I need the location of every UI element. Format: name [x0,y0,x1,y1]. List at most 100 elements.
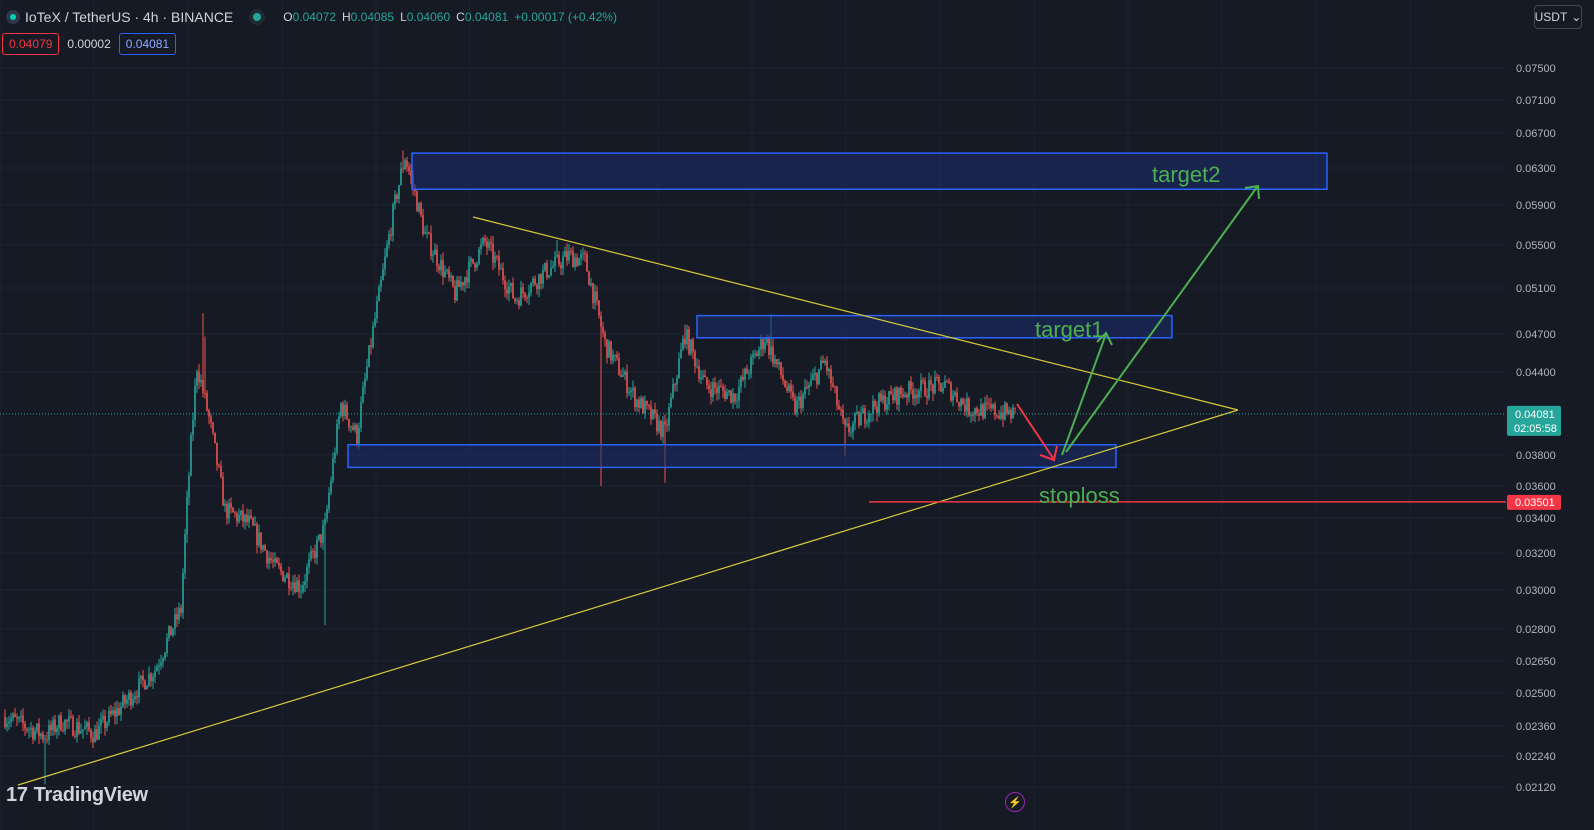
candle-body [250,515,252,519]
candle-body [462,282,464,286]
candle-body [964,404,966,412]
candle-body [550,267,552,276]
candle-body [866,422,868,424]
candle-body [902,394,904,397]
target1-arrow-head [1096,331,1113,346]
candle-body [224,503,226,506]
candle-body [780,362,782,376]
candle-body [192,419,194,436]
candle-body [558,254,560,265]
candle-body [42,733,44,740]
candle-body [176,614,178,620]
candle-body [900,387,902,395]
candle-body [690,339,692,354]
candle-body [642,398,644,414]
candle-body [20,715,22,717]
candle-body [792,391,794,398]
candle-body [564,251,566,257]
candle-body [500,268,502,270]
candle-body [778,362,780,365]
candle-body [296,580,298,593]
candle-body [948,381,950,383]
candle-body [672,384,674,398]
candle-body [526,297,528,299]
market-status-dot-icon[interactable] [253,13,262,21]
candle-body [232,507,234,513]
candle-body [846,423,848,426]
candle-body [926,396,928,398]
sell-price-button[interactable]: 0.04079 [2,33,60,55]
candle-body [802,393,804,408]
candle-body [798,396,800,401]
candle-body [86,722,88,727]
candle-body [674,384,676,386]
candle-body [142,675,144,681]
candle-body [766,338,768,343]
candle-body [416,191,418,212]
candle-body [350,426,352,428]
candle-body [154,671,156,677]
candle-body [198,371,200,383]
candle-body [102,715,104,720]
candle-body [304,581,306,585]
candle-body [246,514,248,523]
candle-body [310,551,312,560]
candle-body [974,408,976,415]
candle-body [222,477,224,506]
candle-body [788,384,790,391]
candle-body [562,256,564,269]
lightning-icon[interactable]: ⚡ [1005,792,1025,812]
candle-body [774,359,776,364]
candle-body [598,300,600,316]
candle-body [762,339,764,350]
candle-body [36,723,38,731]
symbol-title[interactable]: IoTeX / TetherUS · 4h · BINANCE [25,9,234,25]
tradingview-logo[interactable]: 17 TradingView [6,784,148,807]
candle-body [832,383,834,387]
candle-body [740,376,742,387]
candle-body [144,680,146,690]
candle-body [124,695,126,704]
candle-body [868,413,870,423]
buy-price-button[interactable]: 0.04081 [118,33,177,55]
candle-body [708,385,710,390]
last-price-value: 0.04081 [1515,409,1555,421]
candle-body [930,380,932,385]
candle-body [338,416,340,424]
candle-body [234,512,236,514]
axis-tick-label: 0.02500 [1516,688,1556,700]
candle-body [986,402,988,404]
candle-body [938,377,940,384]
candle-body [10,718,12,722]
candle-body [932,384,934,394]
candle-body [476,263,478,268]
candle-body [184,534,186,573]
axis-tick-label: 0.02240 [1516,751,1556,763]
candle-body [610,341,612,361]
candle-body [794,397,796,414]
currency-select[interactable]: USDT ⌄ [1534,5,1582,29]
candle-body [260,532,262,550]
candle-body [928,380,930,398]
candle-body [200,380,202,383]
candle-body [32,727,34,740]
candle-body [454,286,456,301]
candle-body [368,345,370,367]
candle-body [186,497,188,535]
candle-body [204,392,206,394]
axis-tick-label: 0.02120 [1516,782,1556,794]
candle-body [26,728,28,731]
candle-body [1014,407,1016,409]
candle-body [498,256,500,270]
candle-body [450,275,452,278]
candle-body [90,729,92,738]
candle-body [352,426,354,430]
candle-body [452,275,454,287]
candle-body [56,728,58,732]
candle-body [34,730,36,740]
candle-body [856,411,858,414]
candle-body [728,390,730,393]
candle-body [626,371,628,394]
candle-body [410,171,412,177]
